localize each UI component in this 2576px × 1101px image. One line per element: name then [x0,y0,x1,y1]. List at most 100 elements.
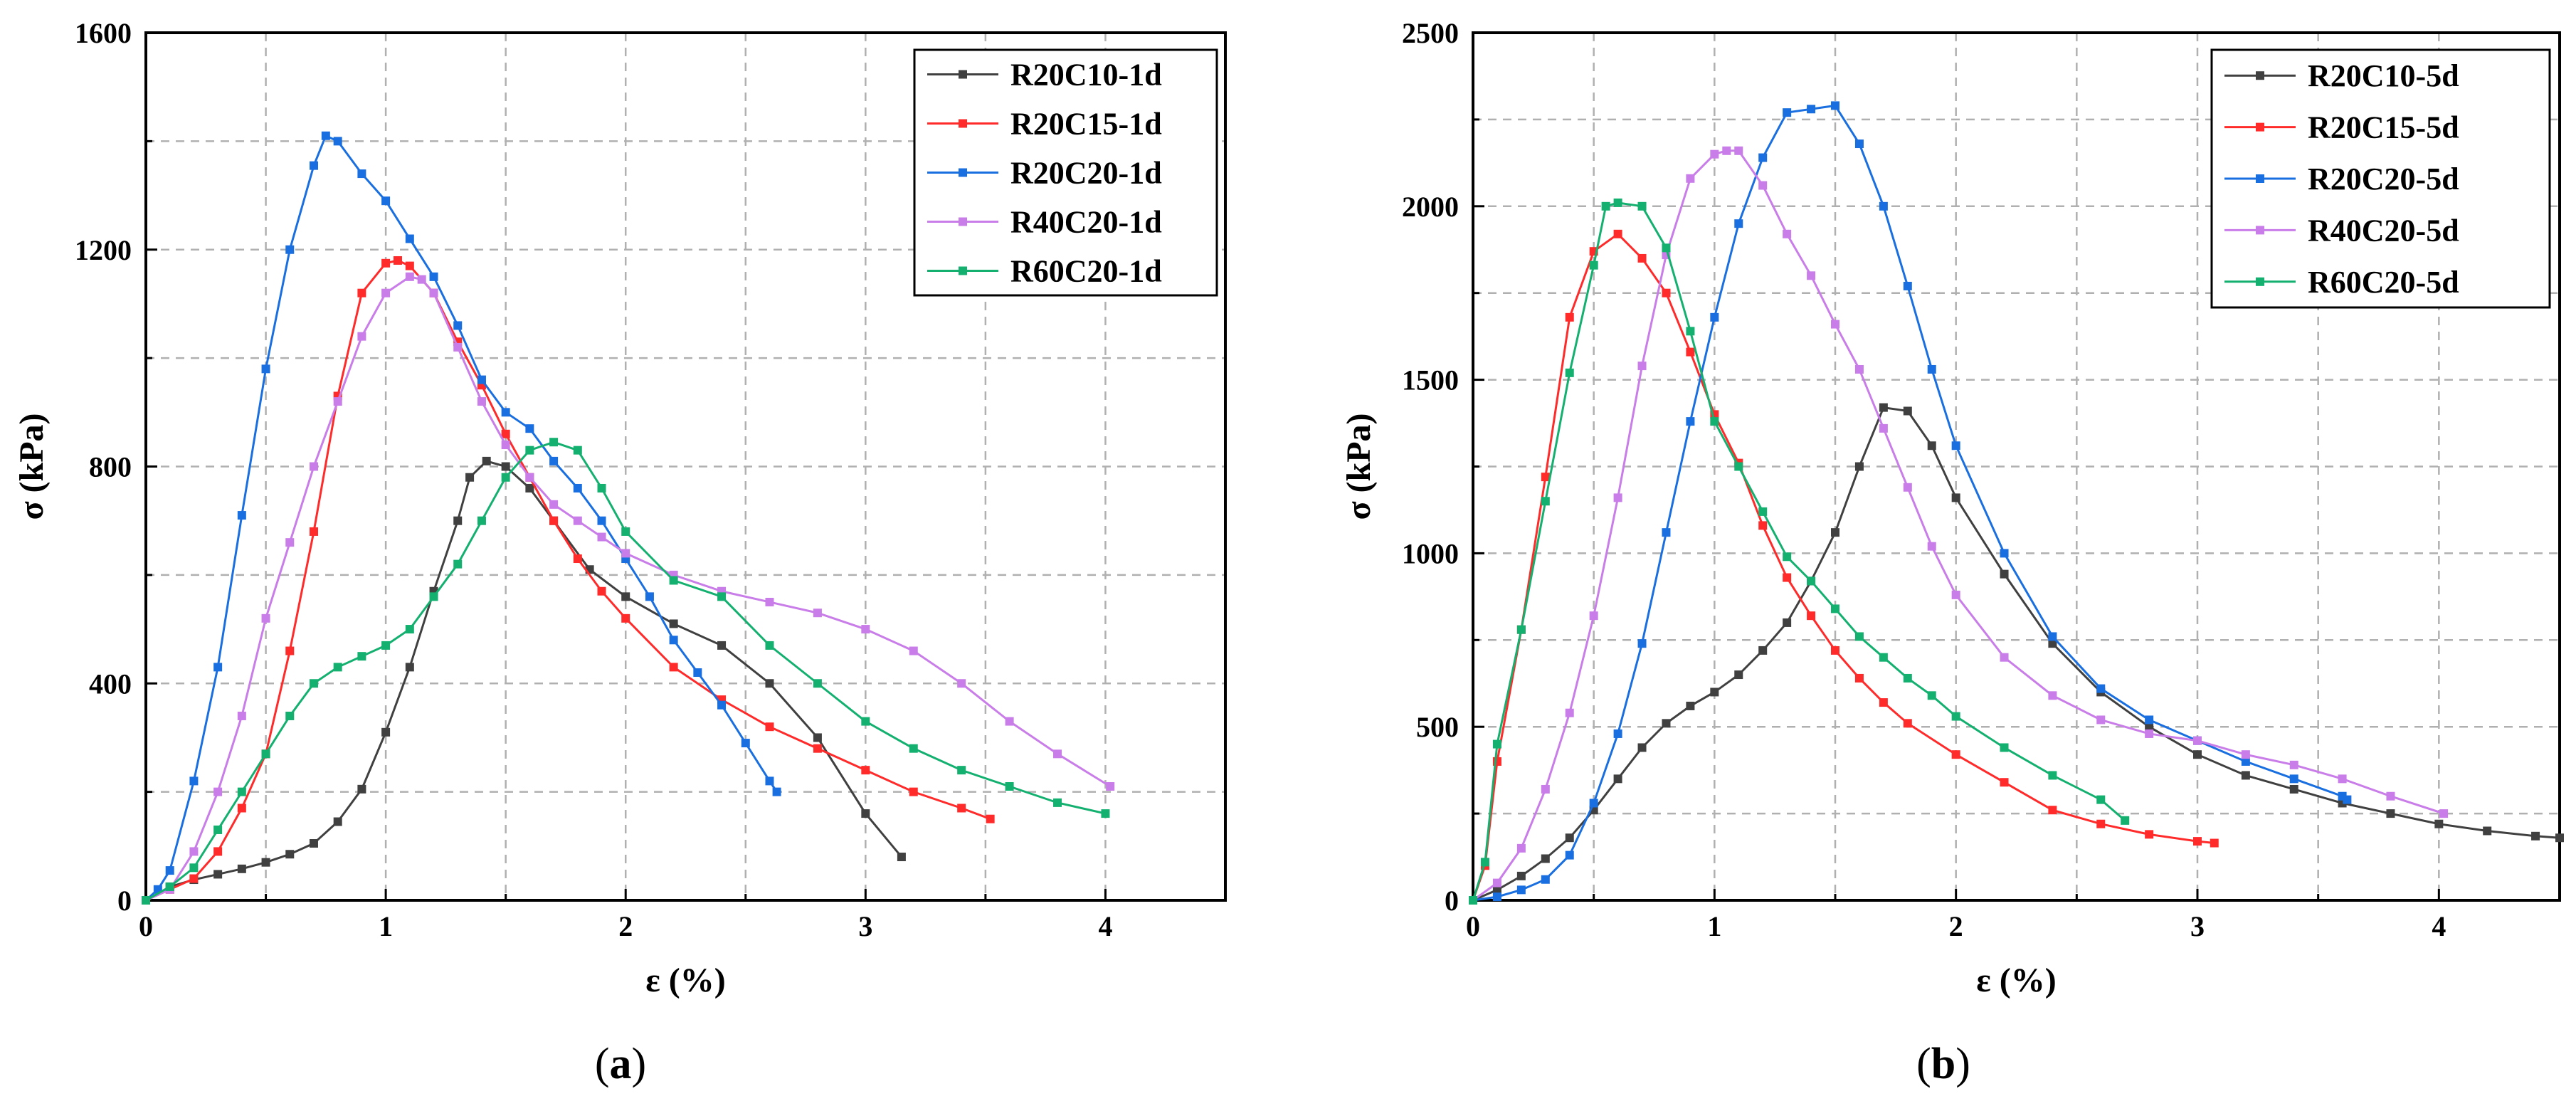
data-point [333,663,342,672]
data-point [381,727,391,737]
data-point [1613,229,1622,238]
legend: R20C10-1d R20C15-1d R20C20-1d R40C20-1d R60C… [913,48,1218,297]
data-point [2434,819,2444,828]
legend-label: R40C20-5d [2308,213,2459,248]
legend-label: R20C10-1d [1010,58,1162,93]
data-point [717,592,727,601]
data-point [1541,875,1550,884]
data-point [333,137,342,146]
y-tick-label: 2000 [1402,191,1459,223]
data-point [2555,833,2564,843]
data-point [573,483,582,492]
series-R40C20-1d [142,272,1115,905]
x-tick-label: 1 [379,910,393,942]
data-point [813,609,822,618]
data-point [501,408,510,417]
legend-marker [959,168,967,177]
data-point [465,473,475,482]
data-point [501,429,510,438]
data-point [909,646,918,655]
data-point [669,636,678,645]
data-point [621,592,630,601]
data-point [549,500,559,509]
data-point [1807,576,1816,586]
data-point [1662,719,1671,728]
data-point [2145,722,2154,732]
data-point [309,462,318,471]
data-point [2289,774,2298,784]
data-point [381,258,391,268]
data-point [2386,809,2395,818]
data-point [2096,715,2106,725]
data-point [2289,760,2298,769]
series-R20C15-5d [1469,229,2219,905]
data-point [2000,549,2009,558]
data-point [285,646,295,655]
data-point [405,625,414,634]
data-point [1831,101,1839,110]
data-point [1480,858,1489,867]
data-point [1783,618,1792,627]
data-point [1710,149,1719,159]
data-point [1516,871,1526,880]
y-tick-label: 1000 [1402,537,1459,569]
data-point [1758,507,1768,516]
data-point [2289,784,2298,794]
data-point [453,321,463,330]
data-point [1565,312,1574,322]
data-point [2048,771,2057,780]
data-point [2000,778,2009,787]
data-point [1710,312,1719,322]
data-point [2000,653,2009,662]
data-point [429,288,438,297]
data-point [1565,708,1574,717]
data-point [2241,771,2250,780]
data-point [357,288,366,297]
data-point [2121,816,2130,825]
data-point [693,668,702,678]
data-point [1516,843,1526,853]
data-point [861,717,870,726]
y-axis-label: σ (kPa) [13,413,51,520]
data-point [429,272,438,281]
data-point [285,850,295,859]
series-line-R20C10-5d [1472,406,2560,902]
data-point [1927,542,1936,551]
data-point [2048,639,2057,648]
data-point [741,739,750,748]
data-point [765,597,774,606]
data-point [1686,417,1695,426]
series-R20C10-5d [1469,403,2564,905]
data-point [957,679,966,688]
data-point [525,483,534,492]
data-point [1854,139,1864,149]
legend-label: R20C15-5d [2308,110,2459,145]
data-point [2193,750,2202,759]
data-point [1758,646,1768,655]
data-point [1831,320,1839,329]
x-tick-label: 4 [2432,910,2446,942]
data-point [1734,146,1743,155]
data-point [525,446,534,455]
data-point [213,787,223,796]
data-point [986,814,995,823]
data-point [2531,831,2540,841]
data-point [1951,712,1960,721]
data-point [309,527,318,536]
series-line-R20C15-1d [145,259,991,902]
data-point [213,870,223,879]
y-tick-label: 2500 [1402,17,1459,49]
data-point [261,613,270,623]
data-point [765,776,774,786]
data-point [772,787,781,796]
legend-marker [959,266,967,275]
data-point [1469,896,1477,905]
x-tick-label: 4 [1098,910,1112,942]
data-point [1516,885,1526,895]
data-point [1807,271,1816,280]
x-tick-label: 0 [139,910,153,942]
data-point [1686,327,1695,336]
legend-label: R60C20-5d [2308,265,2459,300]
data-point [549,516,559,525]
y-axis-label: σ (kPa) [1340,413,1378,520]
